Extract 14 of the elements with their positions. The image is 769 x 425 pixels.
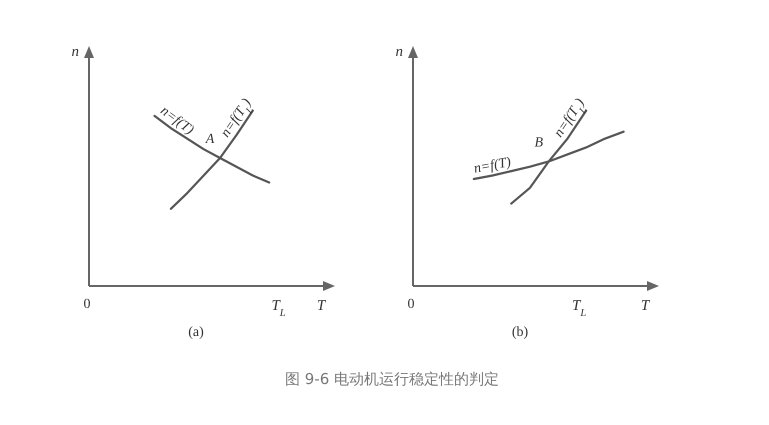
- annotation: B: [534, 135, 544, 150]
- x-axis-title: T: [316, 298, 327, 314]
- y-axis-title: n: [72, 44, 79, 60]
- text: 0: [408, 297, 414, 312]
- annotation: A: [204, 132, 215, 147]
- text: (a): [188, 325, 204, 340]
- text: 0: [84, 297, 90, 312]
- text: T$_{L}$: [572, 298, 586, 318]
- x-axis-title: T: [640, 298, 651, 314]
- y-axis-title: n: [396, 44, 403, 60]
- text: (b): [512, 325, 528, 340]
- text: n=f(T): [472, 154, 513, 177]
- caption: 图 9-6 电动机运行稳定性的判定: [284, 370, 500, 388]
- text: T$_{L}$: [271, 298, 286, 318]
